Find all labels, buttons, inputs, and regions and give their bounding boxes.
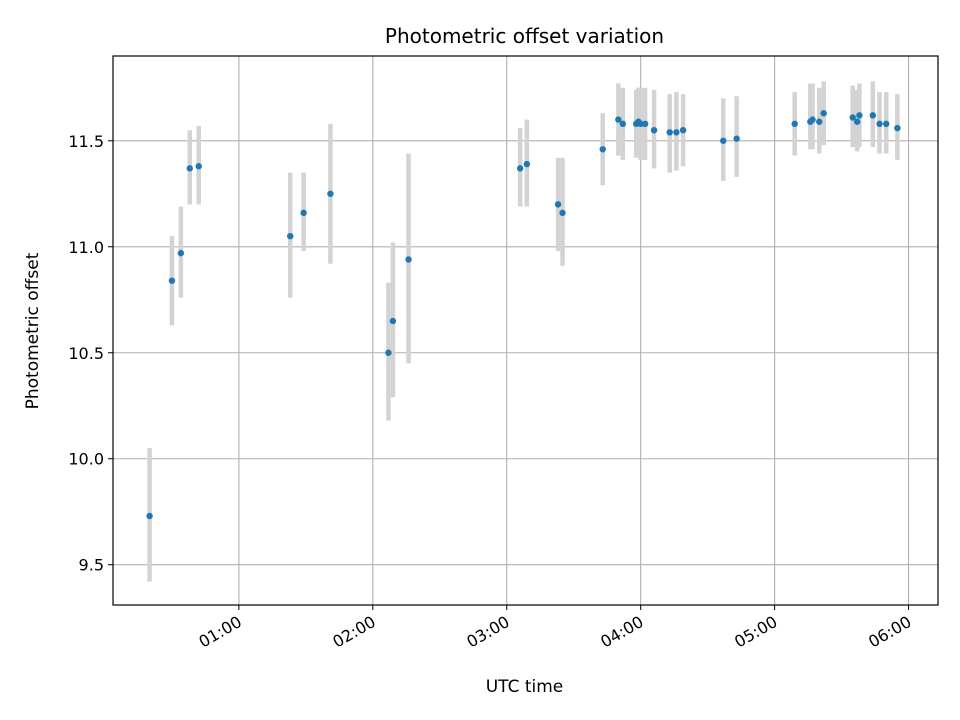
data-point: [894, 124, 901, 132]
y-tick-label: 10.0: [68, 450, 104, 469]
grid-lines: [113, 56, 938, 605]
data-point: [559, 209, 566, 217]
y-axis-ticks: 9.5 10.0 10.5 11.0 11.5: [68, 132, 113, 575]
data-point: [599, 146, 606, 153]
data-point: [816, 118, 823, 125]
data-point: [385, 349, 392, 356]
data-point: [849, 114, 856, 121]
data-point: [809, 116, 816, 123]
data-point: [733, 135, 740, 142]
data-point: [673, 129, 680, 136]
plot-frame: [112, 55, 939, 606]
data-point: [615, 116, 622, 123]
chart-title: Photometric offset variation: [385, 24, 664, 48]
data-point: [186, 165, 193, 172]
data-point: [146, 512, 153, 520]
data-point: [876, 120, 883, 128]
data-point: [554, 201, 562, 208]
y-axis-label: Photometric offset: [23, 252, 43, 409]
data-point: [523, 160, 531, 168]
data-point: [168, 277, 176, 284]
data-point: [791, 120, 798, 128]
data-point: [820, 110, 827, 117]
x-axis-label: UTC time: [486, 677, 564, 697]
data-point: [869, 112, 877, 119]
y-tick-label: 10.5: [68, 344, 104, 363]
data-point: [679, 126, 687, 134]
data-point: [666, 129, 673, 136]
data-point: [641, 120, 649, 128]
data-point: [516, 165, 524, 172]
data-point: [405, 256, 412, 263]
data-point: [389, 317, 397, 325]
data-point: [619, 120, 627, 128]
data-point: [856, 112, 863, 119]
y-tick-label: 11.5: [68, 132, 104, 151]
data-point: [287, 232, 294, 240]
y-tick-label: 9.5: [79, 556, 104, 575]
data-point: [327, 190, 334, 197]
data-points: [146, 110, 901, 520]
data-point: [883, 120, 890, 128]
data-point: [650, 126, 658, 134]
data-point: [195, 163, 202, 170]
data-point: [177, 249, 185, 257]
data-point: [853, 118, 861, 125]
y-tick-label: 11.0: [68, 238, 104, 257]
data-point: [720, 137, 727, 144]
data-point: [300, 209, 307, 217]
data-point: [637, 120, 644, 128]
